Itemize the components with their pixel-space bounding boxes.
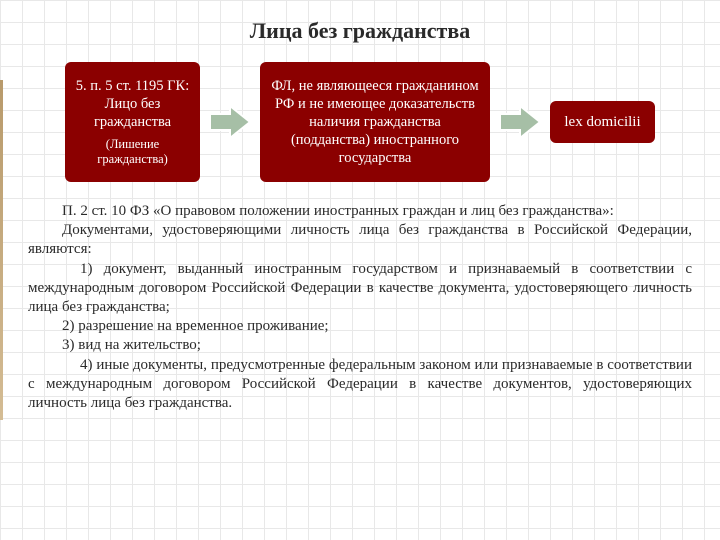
- arrow-right-icon: [500, 106, 540, 138]
- flow-box-1: 5. п. 5 ст. 1195 ГК: Лицо без гражданств…: [65, 62, 200, 182]
- flow-box-1-sub: (Лишение гражданства): [73, 137, 192, 167]
- arrow-2: [498, 102, 542, 142]
- page-title: Лица без гражданства: [0, 0, 720, 44]
- paragraph: 3) вид на жительство;: [28, 336, 692, 355]
- paragraph: 1) документ, выданный иностранным госуда…: [28, 260, 692, 318]
- flow-box-3: lex domicilii: [550, 101, 655, 143]
- paragraph: Документами, удостоверяющими личность ли…: [28, 221, 692, 259]
- arrow-right-icon: [210, 106, 250, 138]
- paragraph: 2) разрешение на временное проживание;: [28, 317, 692, 336]
- paragraph: П. 2 ст. 10 ФЗ «О правовом положении ино…: [28, 202, 692, 221]
- flow-box-1-title: 5. п. 5 ст. 1195 ГК: Лицо без гражданств…: [73, 77, 192, 131]
- body-text: П. 2 ст. 10 ФЗ «О правовом положении ино…: [28, 202, 692, 413]
- paragraph: 4) иные документы, предусмотренные федер…: [28, 356, 692, 414]
- flow-diagram: 5. п. 5 ст. 1195 ГК: Лицо без гражданств…: [20, 62, 700, 182]
- left-accent-bar: [0, 80, 3, 420]
- arrow-1: [208, 102, 252, 142]
- flow-box-2: ФЛ, не являющееся гражданином РФ и не им…: [260, 62, 490, 182]
